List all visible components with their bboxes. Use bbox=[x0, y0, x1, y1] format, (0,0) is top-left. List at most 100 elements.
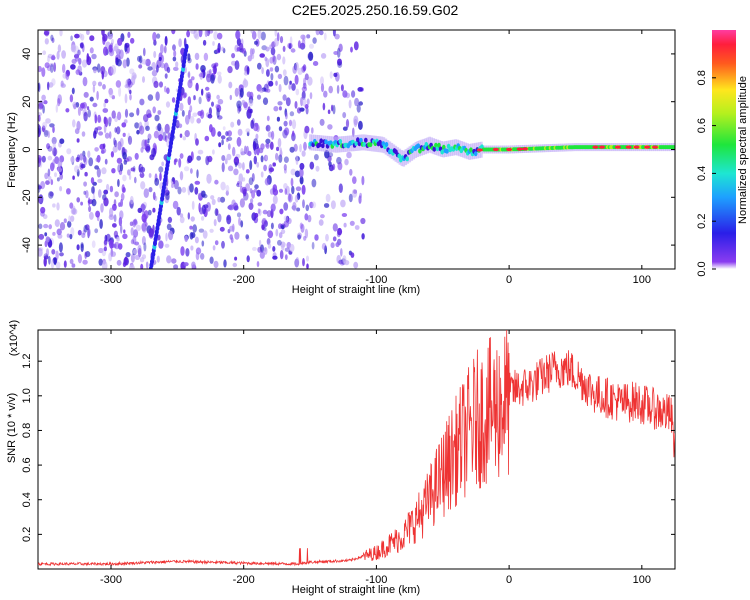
spectrogram-noise-blob bbox=[90, 177, 95, 184]
spectrogram-x-tick-label: -200 bbox=[233, 274, 255, 286]
spectrogram-noise-blob bbox=[98, 131, 104, 136]
spectrogram-noise-blob bbox=[109, 207, 114, 218]
spectrogram-noise-blob bbox=[178, 158, 182, 168]
spectrogram-noise-blob bbox=[238, 173, 244, 184]
spectrogram-noise-blob bbox=[127, 80, 133, 88]
colorbar: 0.0 0.2 0.4 0.6 0.8 Normalized spectral ampl… bbox=[696, 30, 749, 277]
spectrogram-noise-blob bbox=[257, 208, 261, 214]
spectrogram-noise-blob bbox=[41, 67, 46, 78]
spectrogram-noise-blob bbox=[361, 233, 365, 240]
spectrogram-noise-blob bbox=[173, 66, 179, 71]
spectrogram-noise-blob bbox=[54, 219, 60, 228]
spectrogram-noise-blob bbox=[289, 146, 295, 153]
spectrogram-noise-blob bbox=[54, 172, 57, 178]
spectrogram-hotspot bbox=[614, 145, 621, 149]
spectrogram-noise-blob bbox=[38, 100, 44, 109]
spectrogram-noise-blob bbox=[306, 34, 311, 39]
spectrogram-noise-blob bbox=[209, 256, 214, 264]
spectrogram-noise-blob bbox=[173, 50, 177, 58]
spectrogram-noise-blob bbox=[302, 199, 305, 209]
spectrogram-noise-blob bbox=[301, 90, 306, 101]
spectrogram-noise-blob bbox=[92, 84, 96, 93]
spectrogram-noise-blob bbox=[299, 143, 302, 153]
spectrogram-noise-blob bbox=[251, 118, 255, 125]
spectrogram-noise-blob bbox=[189, 78, 193, 84]
spectrogram-line-halo bbox=[446, 140, 449, 157]
spectrogram-noise-blob bbox=[278, 188, 284, 193]
spectrogram-noise-blob bbox=[266, 88, 271, 93]
spectrogram-line-core bbox=[432, 146, 437, 152]
spectrogram-noise-blob bbox=[44, 62, 50, 69]
spectrogram-noise-blob bbox=[52, 147, 58, 157]
spectrogram-noise-blob bbox=[334, 33, 340, 40]
spectrogram-noise-blob bbox=[131, 72, 137, 81]
spectrogram-noise-blob bbox=[132, 229, 139, 238]
spectrogram-noise-blob bbox=[102, 84, 106, 90]
spectrogram-noise-blob bbox=[59, 30, 63, 37]
spectrogram-noise-blob bbox=[48, 224, 52, 230]
spectrogram-noise-blob bbox=[262, 209, 268, 215]
spectrogram-noise-blob bbox=[246, 66, 250, 75]
spectrogram-noise-blob bbox=[47, 155, 53, 161]
spectrogram-noise-blob bbox=[332, 163, 336, 171]
colorbar-ticks: 0.0 0.2 0.4 0.6 0.8 bbox=[696, 70, 716, 277]
colorbar-tick-label: 0.4 bbox=[696, 166, 708, 181]
spectrogram-noise-blob bbox=[353, 115, 359, 126]
spectrogram-line-core bbox=[362, 141, 367, 147]
spectrogram-noise-blob bbox=[276, 116, 280, 122]
spectrogram-noise-blob bbox=[89, 47, 94, 54]
spectrogram-noise-blob bbox=[282, 56, 286, 65]
spectrogram-noise-blob bbox=[309, 201, 314, 209]
spectrogram-noise-blob bbox=[158, 134, 164, 142]
spectrogram-noise-blob bbox=[204, 135, 210, 142]
spectrogram-noise-blob bbox=[190, 30, 196, 34]
spectrogram-noise-blob bbox=[108, 88, 114, 98]
spectrogram-noise-blob bbox=[121, 184, 125, 193]
spectrogram-noise-blob bbox=[87, 109, 91, 118]
spectrogram-noise-blob bbox=[51, 249, 56, 255]
spectrogram-noise-blob bbox=[212, 245, 216, 251]
spectrogram-noise-blob bbox=[222, 47, 226, 54]
spectrogram-noise-blob bbox=[341, 213, 348, 217]
spectrogram-noise-blob bbox=[180, 246, 185, 256]
spectrogram-noise-blob bbox=[254, 188, 258, 193]
spectrogram-noise-blob bbox=[119, 49, 124, 60]
spectrogram-noise-blob bbox=[232, 223, 235, 233]
spectrogram-noise-blob bbox=[332, 30, 336, 37]
spectrogram-noise-blob bbox=[134, 241, 140, 246]
spectrogram-noise-blob bbox=[153, 130, 159, 139]
spectrogram-noise-blob bbox=[216, 94, 220, 100]
spectrogram-line-core bbox=[437, 142, 441, 148]
spectrogram-noise-blob bbox=[240, 220, 244, 228]
spectrogram-line-core bbox=[317, 142, 322, 148]
spectrogram-noise-blob bbox=[154, 114, 160, 122]
spectrogram-noise-blob bbox=[81, 59, 88, 68]
spectrogram-noise-blob bbox=[96, 126, 102, 131]
spectrogram-noise-blob bbox=[66, 148, 72, 155]
spectrogram-noise-blob bbox=[275, 228, 279, 237]
spectrogram-noise-blob bbox=[250, 30, 255, 34]
spectrogram-noise-blob bbox=[47, 81, 50, 91]
spectrogram-noise-blob bbox=[239, 186, 244, 193]
spectrogram-noise-blob bbox=[240, 151, 246, 156]
spectrogram-noise-blob bbox=[307, 76, 313, 86]
spectrogram-line-halo bbox=[416, 141, 419, 157]
spectrogram-noise-blob bbox=[167, 216, 173, 223]
spectrogram-noise-blob bbox=[187, 96, 192, 106]
spectrogram-noise-blob bbox=[299, 162, 305, 170]
spectrogram-hotspot bbox=[476, 148, 483, 152]
spectrogram-noise-blob bbox=[247, 55, 252, 62]
spectrogram-noise-blob bbox=[171, 258, 177, 264]
spectrogram-noise-blob bbox=[203, 52, 209, 62]
spectrogram-noise-blob bbox=[130, 253, 135, 263]
spectrogram-noise-blob bbox=[288, 193, 292, 202]
spectrogram-noise-blob bbox=[207, 113, 213, 119]
spectrogram-noise-blob bbox=[87, 228, 91, 237]
spectrogram-noise-blob bbox=[243, 77, 247, 86]
spectrogram-noise-blob bbox=[47, 53, 53, 59]
spectrogram-noise-blob bbox=[114, 43, 119, 52]
spectrogram-noise-blob bbox=[217, 71, 222, 76]
spectrogram-noise-blob bbox=[51, 136, 57, 145]
spectrogram-noise-blob bbox=[89, 35, 95, 42]
spectrogram-noise-blob bbox=[202, 193, 208, 199]
